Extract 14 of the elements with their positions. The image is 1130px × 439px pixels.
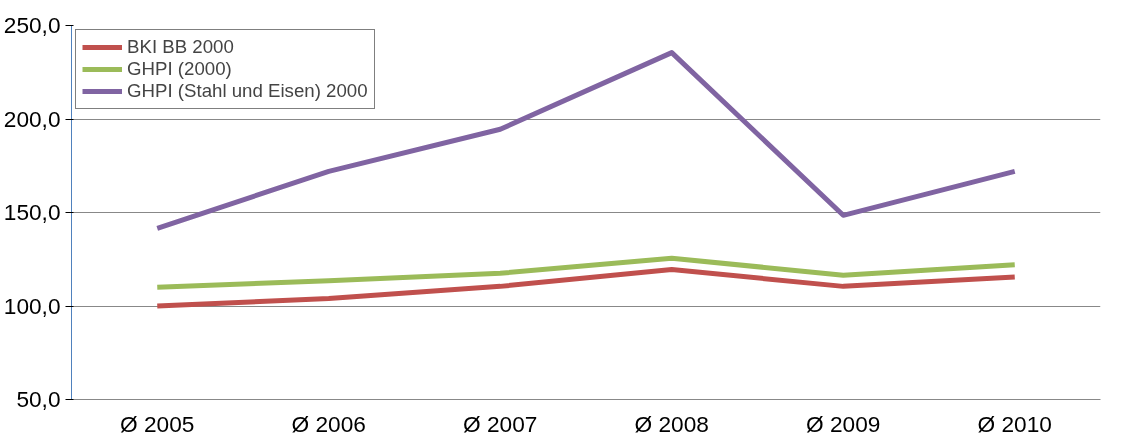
y-tick-label: 150,0 — [3, 199, 61, 225]
legend-label: GHPI (Stahl und Eisen) 2000 — [127, 80, 368, 102]
x-tick-label: Ø 2005 — [120, 410, 195, 437]
y-tick-label: 200,0 — [3, 105, 61, 132]
x-tick-label: Ø 2007 — [463, 410, 538, 437]
y-tick-label: 50,0 — [16, 386, 61, 412]
legend-label: GHPI (2000) — [127, 58, 232, 80]
x-tick-label: Ø 2006 — [291, 410, 366, 437]
x-tick-label: Ø 2009 — [806, 410, 881, 437]
legend-label: BKI BB 2000 — [127, 36, 234, 58]
y-tick-label: 250,0 — [3, 12, 61, 38]
x-tick-label: Ø 2010 — [977, 410, 1052, 437]
x-tick-label: Ø 2008 — [634, 410, 709, 437]
y-tick-label: 100,0 — [3, 292, 61, 319]
